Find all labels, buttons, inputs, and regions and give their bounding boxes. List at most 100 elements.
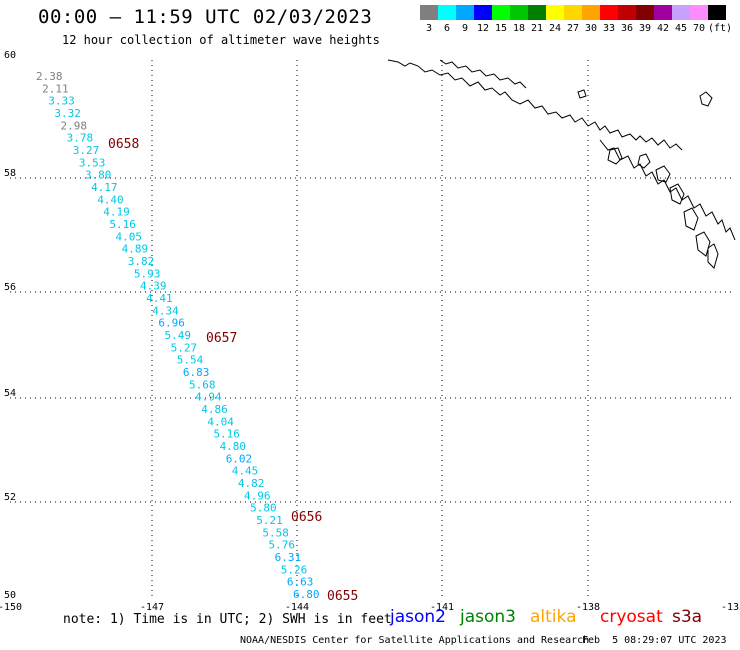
lon-label: -141 xyxy=(430,602,454,613)
wave-height-label: 4.96 xyxy=(244,489,270,502)
scale-swatch xyxy=(510,5,528,20)
wave-height-label: 4.45 xyxy=(232,465,258,478)
lat-label: 56 xyxy=(4,282,16,293)
lat-label: 60 xyxy=(4,50,16,61)
wave-height-label: 4.41 xyxy=(146,292,173,305)
scale-label: (ft) xyxy=(708,23,733,34)
lon-label: -147 xyxy=(140,602,164,613)
wave-height-label: 5.26 xyxy=(281,563,308,576)
island-8 xyxy=(699,91,713,107)
wave-height-label: 6.63 xyxy=(287,576,314,589)
scale-label: 9 xyxy=(461,23,469,34)
scale-label: 36 xyxy=(620,23,634,34)
satellite-jason2: jason2 xyxy=(390,607,446,627)
wave-height-label: 4.17 xyxy=(91,181,118,194)
page-title: 00:00 — 11:59 UTC 02/03/2023 xyxy=(38,6,373,28)
scale-swatch xyxy=(438,5,456,20)
scale-swatch xyxy=(600,5,618,20)
island-1 xyxy=(655,165,671,183)
scale-label: 15 xyxy=(494,23,508,34)
scale-label: 21 xyxy=(530,23,544,34)
lat-label: 52 xyxy=(4,492,16,503)
wave-height-label: 5.16 xyxy=(213,428,240,441)
wave-height-label: 5.21 xyxy=(256,514,283,527)
footer-timestamp: Feb 5 08:29:07 UTC 2023 xyxy=(582,635,727,646)
satellite-s3a: s3a xyxy=(672,607,703,627)
alaska-coastline-inner xyxy=(439,59,527,89)
wave-height-label: 2.11 xyxy=(42,82,69,95)
wave-height-label: 4.04 xyxy=(207,415,234,428)
wave-height-label: 2.38 xyxy=(36,70,63,83)
wave-height-label: 6.96 xyxy=(158,317,185,330)
pass-time-label: 0655 xyxy=(327,589,358,604)
wave-height-label: 5.49 xyxy=(165,329,192,342)
scale-label: 12 xyxy=(476,23,490,34)
wave-height-label: 5.80 xyxy=(250,502,277,515)
scale-label: 24 xyxy=(548,23,562,34)
wave-height-label: 6.80 xyxy=(293,588,320,601)
scale-label: 3 xyxy=(425,23,433,34)
wave-height-label: 6.83 xyxy=(183,366,210,379)
scale-label: 45 xyxy=(674,23,688,34)
lon-label: -138 xyxy=(576,602,600,613)
lat-label: 50 xyxy=(4,590,16,601)
scale-swatch xyxy=(528,5,546,20)
wave-height-label: 4.19 xyxy=(103,206,130,219)
pass-time-label: 0658 xyxy=(108,137,139,152)
wave-height-label: 5.16 xyxy=(109,218,136,231)
scale-swatch xyxy=(618,5,636,20)
island-6 xyxy=(607,147,623,165)
ak-panhandle-coast xyxy=(599,139,736,241)
scale-swatch xyxy=(708,5,726,20)
satellite-cryosat: cryosat xyxy=(600,607,663,627)
wave-height-label: 3.33 xyxy=(48,95,75,108)
island-7 xyxy=(637,153,651,169)
wave-height-label: 5.76 xyxy=(269,539,296,552)
scale-swatch xyxy=(474,5,492,20)
wave-height-label: 4.39 xyxy=(140,280,167,293)
scale-swatch xyxy=(672,5,690,20)
scale-swatch xyxy=(636,5,654,20)
scale-label: 27 xyxy=(566,23,580,34)
wave-height-label: 5.58 xyxy=(262,526,289,539)
footer-note: note: 1) Time is in UTC; 2) SWH is in fe… xyxy=(63,612,392,627)
wave-height-label: 4.40 xyxy=(97,193,124,206)
island-3 xyxy=(683,207,699,231)
scale-label: 30 xyxy=(584,23,598,34)
wave-height-label: 3.80 xyxy=(85,169,112,182)
wave-height-label: 3.53 xyxy=(79,156,106,169)
scale-swatch xyxy=(564,5,582,20)
footer-center-credit: NOAA/NESDIS Center for Satellite Applica… xyxy=(240,635,590,646)
lat-lon-grid xyxy=(10,60,733,600)
scale-swatch xyxy=(456,5,474,20)
scale-swatch xyxy=(654,5,672,20)
wave-height-label: 3.27 xyxy=(73,144,100,157)
wave-height-label: 4.86 xyxy=(201,403,228,416)
wave-height-label: 4.34 xyxy=(152,304,179,317)
lon-label: -135 xyxy=(721,602,740,613)
wave-height-label: 3.32 xyxy=(54,107,81,120)
scale-swatch xyxy=(582,5,600,20)
pass-time-label: 0657 xyxy=(206,331,237,346)
island-9 xyxy=(577,89,587,99)
coastline xyxy=(387,59,736,269)
satellite-altika: altika xyxy=(530,607,577,627)
wave-height-label: 6.02 xyxy=(226,452,253,465)
wave-height-label: 6.31 xyxy=(275,551,302,564)
scale-label: 18 xyxy=(512,23,526,34)
wave-height-label: 4.05 xyxy=(116,230,143,243)
lon-label: -144 xyxy=(285,602,309,613)
lat-label: 54 xyxy=(4,388,16,399)
alaska-coastline xyxy=(387,59,683,151)
wave-height-label: 2.98 xyxy=(60,119,87,132)
wave-height-label: 5.93 xyxy=(134,267,161,280)
pass-time-label: 0656 xyxy=(291,510,322,525)
scale-label: 6 xyxy=(443,23,451,34)
scale-swatch xyxy=(492,5,510,20)
wave-height-label: 4.80 xyxy=(220,440,247,453)
wave-height-label: 5.54 xyxy=(177,354,204,367)
scale-label: 70 xyxy=(692,23,706,34)
wave-height-label: 3.82 xyxy=(128,255,154,268)
scale-swatch xyxy=(690,5,708,20)
